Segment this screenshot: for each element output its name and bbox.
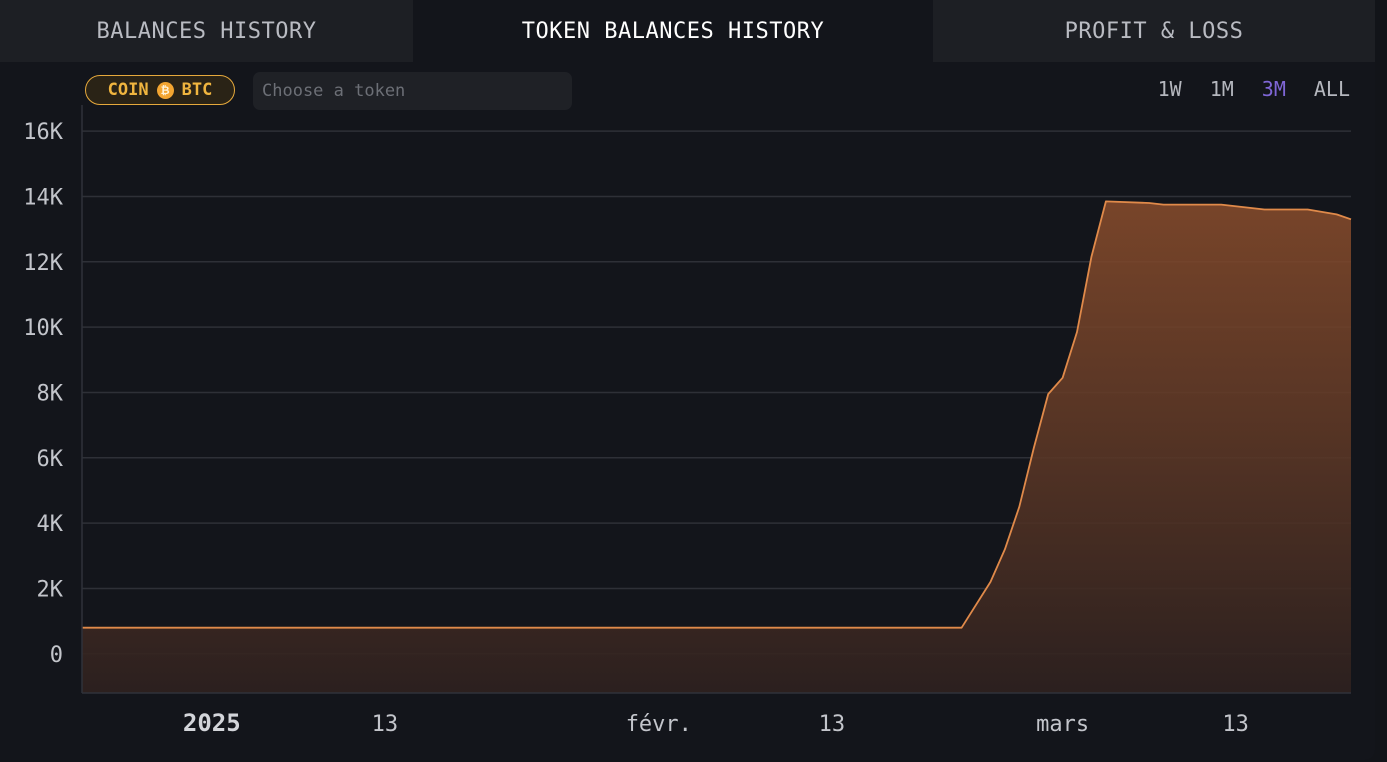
- range-1w[interactable]: 1W: [1157, 77, 1182, 101]
- x-tick-label: 13: [819, 712, 846, 737]
- x-tick-label: 13: [1222, 712, 1249, 737]
- y-tick-label: 0: [50, 643, 63, 668]
- tab-bar: BALANCES HISTORY TOKEN BALANCES HISTORY …: [0, 0, 1375, 62]
- x-tick-label: 2025: [183, 709, 241, 737]
- y-tick-label: 10K: [23, 316, 63, 341]
- coin-filter-badge[interactable]: COIN ₿ BTC: [85, 75, 235, 105]
- bitcoin-icon: ₿: [156, 81, 174, 99]
- badge-token: BTC: [181, 80, 213, 100]
- x-tick-label: févr.: [626, 712, 692, 737]
- tab-token-balances-history[interactable]: TOKEN BALANCES HISTORY: [413, 0, 933, 62]
- x-tick-label: mars: [1036, 712, 1089, 737]
- badge-prefix: COIN: [107, 80, 149, 100]
- y-tick-label: 16K: [23, 120, 63, 145]
- range-3m[interactable]: 3M: [1261, 77, 1286, 101]
- tab-profit-loss[interactable]: PROFIT & LOSS: [933, 0, 1375, 62]
- range-1m[interactable]: 1M: [1209, 77, 1234, 101]
- y-tick-label: 14K: [23, 185, 63, 210]
- y-tick-label: 4K: [37, 512, 64, 537]
- tab-balances-history[interactable]: BALANCES HISTORY: [0, 0, 413, 62]
- y-tick-label: 12K: [23, 251, 63, 276]
- token-search-input[interactable]: [253, 72, 572, 110]
- series-line: [82, 200, 1352, 629]
- y-tick-label: 6K: [37, 447, 64, 472]
- x-tick-label: 13: [372, 712, 399, 737]
- y-tick-label: 8K: [37, 381, 64, 406]
- y-tick-label: 2K: [37, 577, 64, 602]
- series-area: [82, 201, 1351, 693]
- time-range-selector: 1W 1M 3M ALL: [1130, 77, 1350, 101]
- range-all[interactable]: ALL: [1313, 77, 1350, 101]
